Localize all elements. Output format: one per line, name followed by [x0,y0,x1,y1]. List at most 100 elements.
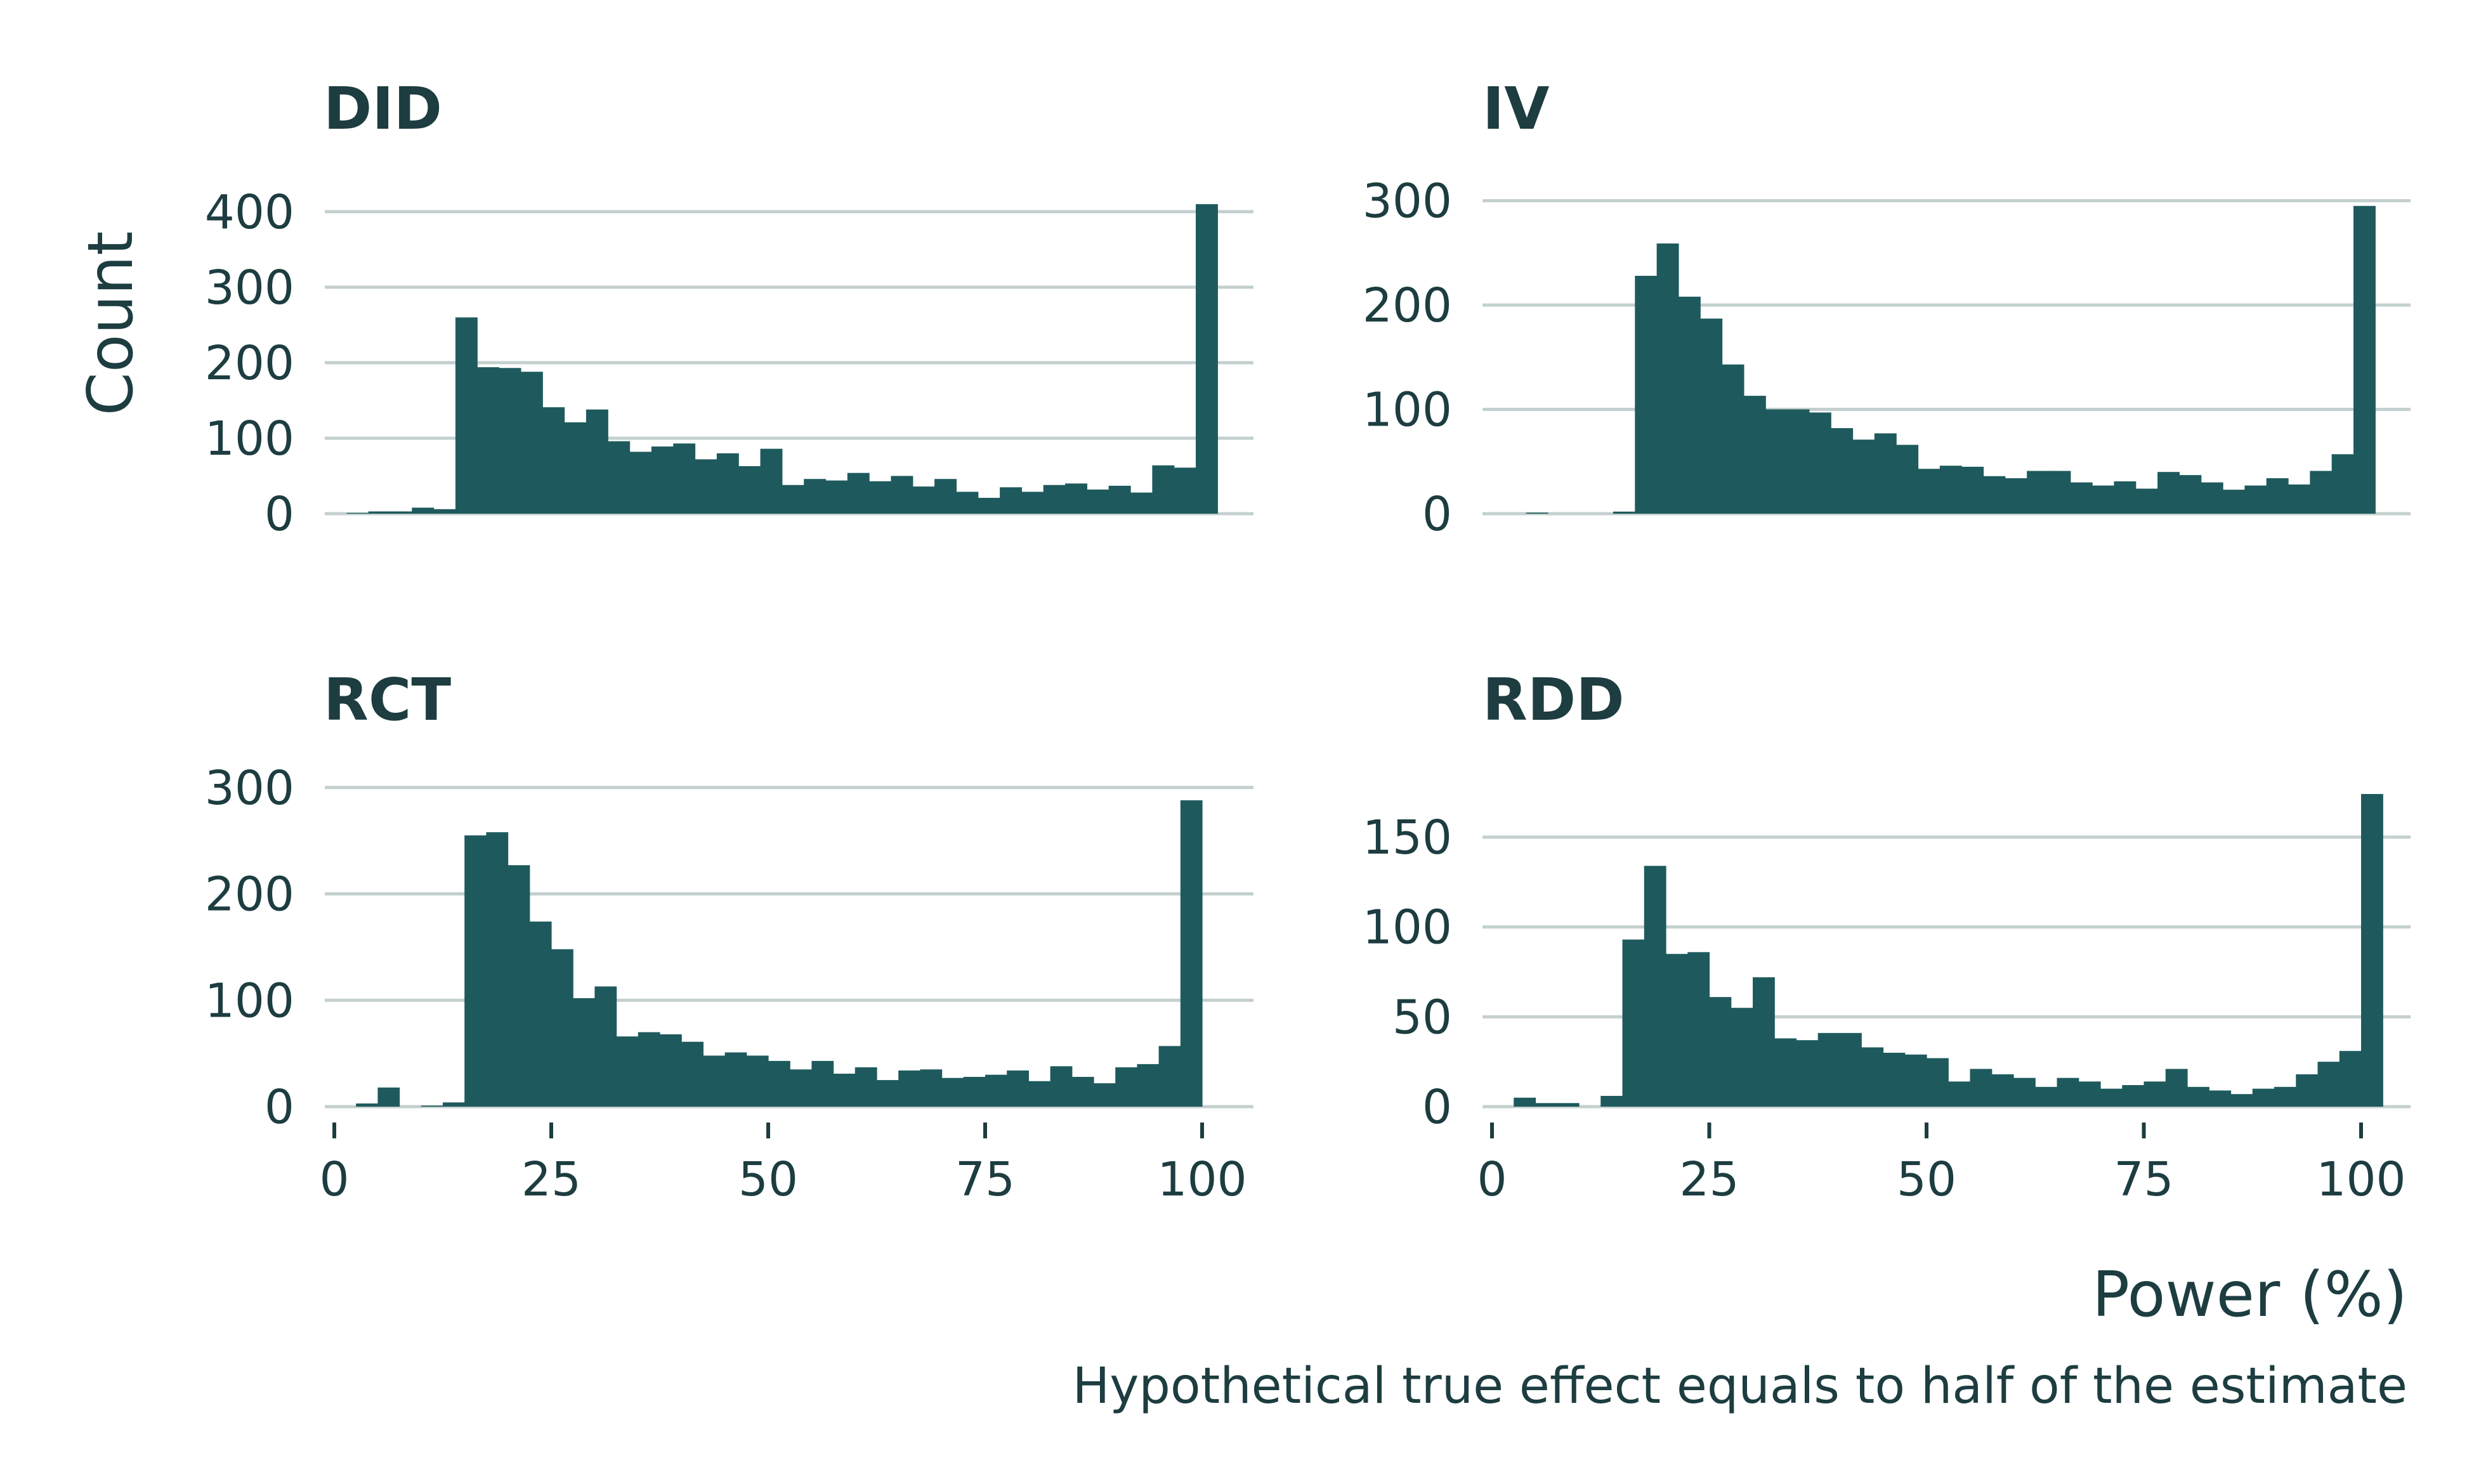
histogram-bar [1743,396,1766,514]
histogram-bar [1961,466,1984,514]
y-tick-label: 200 [205,336,294,391]
histogram-bar [564,422,587,514]
histogram-bar [1137,1064,1160,1107]
histogram-bar [963,1077,986,1107]
histogram-bar [2027,471,2050,514]
y-tick-label: 0 [1422,1080,1452,1135]
histogram-bar [1700,318,1723,514]
histogram-bar [651,446,674,514]
histogram-bar [1028,1081,1051,1107]
histogram-bar [1939,465,1962,514]
histogram-bar [2005,478,2027,514]
histogram-bar [389,511,412,514]
histogram-bar [1152,465,1175,514]
histogram-bar [1883,1053,1906,1107]
histogram-bar [2252,1088,2275,1107]
y-tick-label: 200 [1363,278,1452,333]
histogram-bar [1983,476,2006,514]
histogram-bar [2179,475,2202,514]
histogram-bar [464,835,487,1107]
histogram-bar [1896,445,1919,514]
histogram-bar [2353,205,2376,514]
histogram-bar [1840,1032,1862,1107]
histogram-bar [529,921,552,1107]
histogram-bar [985,1074,1007,1107]
x-tick-label: 50 [1897,1152,1956,1207]
histogram-bar [1535,1103,1558,1107]
x-tick-label: 75 [955,1152,1015,1207]
panel-iv: IV 0 100 200 300 [1363,75,2411,542]
histogram-bar [1514,1097,1536,1107]
histogram-bar [594,986,617,1107]
histogram-bar [356,1103,378,1107]
histogram-bar [1050,1066,1073,1107]
histogram-bar [2165,1069,2188,1107]
histogram-bar [2143,1081,2166,1107]
histogram-bar [1765,409,1788,514]
histogram-bar [673,443,696,514]
panel-rct: RCT 0 100 200 300 0 25 50 75 100 [205,666,1253,1207]
histogram-bar [1831,428,1854,514]
histogram-bar [1087,489,1109,514]
y-tick-label: 150 [1363,810,1452,865]
histogram-bar [1904,1054,1927,1107]
histogram-bar [477,367,500,514]
histogram-bar [551,949,573,1107]
histogram-bar [1557,1103,1580,1107]
histogram-bar [695,459,717,514]
x-tick-label: 50 [738,1152,798,1207]
y-tick-label: 100 [205,973,294,1028]
histogram-bar [2310,471,2333,514]
figure-caption: Hypothetical true effect equals to half … [1073,1358,2407,1415]
histogram-bar [2078,1081,2101,1107]
histogram-bar [1731,1008,1753,1107]
y-tick-label: 0 [265,1080,294,1135]
histogram-bar [1622,939,1645,1107]
histogram-bar [2135,488,2158,514]
histogram-bar [1787,409,1810,514]
histogram-bar [346,512,369,514]
panel-did: DID 0 100 200 300 400 [205,75,1253,542]
panel-rdd: RDD 0 50 100 150 0 25 50 75 100 [1363,666,2411,1207]
histogram-bar [2100,1088,2123,1107]
histogram-bar [629,452,652,514]
histogram-bar [2288,484,2310,514]
histogram-bar [2013,1077,2036,1107]
histogram-bar [716,453,739,514]
y-tick-label: 200 [205,868,294,922]
histogram-bar [847,472,870,514]
histogram-bar [2274,1086,2296,1107]
histogram-bar [1817,1032,1840,1107]
panel-title: RCT [324,666,451,734]
histogram-bar [1635,275,1658,514]
histogram-bar [542,407,565,514]
histogram-bar [1196,204,1218,514]
histogram-bar [1613,511,1635,514]
histogram-bar [2361,794,2383,1107]
histogram-bar [2048,471,2071,514]
histogram-bar [377,1087,400,1107]
histogram-bar [681,1041,704,1107]
histogram-bar [1656,243,1679,514]
y-tick-label: 0 [1422,487,1452,542]
histogram-bar [920,1069,943,1107]
histogram-bar [912,486,935,514]
histogram-bar [760,448,783,514]
histogram-bar [1180,800,1203,1107]
histogram-bar [891,476,913,514]
x-tick-label: 100 [2316,1152,2405,1207]
x-axis-label: Power (%) [2092,1259,2407,1331]
histogram-bar [934,479,957,514]
histogram-bar [2339,1051,2362,1107]
histogram-bar [1774,1038,1797,1107]
histogram-bar [941,1077,964,1107]
histogram-bar [1861,1047,1884,1107]
histogram-bar [825,480,848,514]
histogram-bar [768,1060,790,1107]
x-tick-label: 75 [2114,1152,2173,1207]
histogram-bar [1130,492,1153,514]
y-tick-label: 400 [205,185,294,240]
histogram-bar [2296,1074,2319,1107]
histogram-bar [1000,487,1022,514]
histogram-bar [854,1067,877,1107]
